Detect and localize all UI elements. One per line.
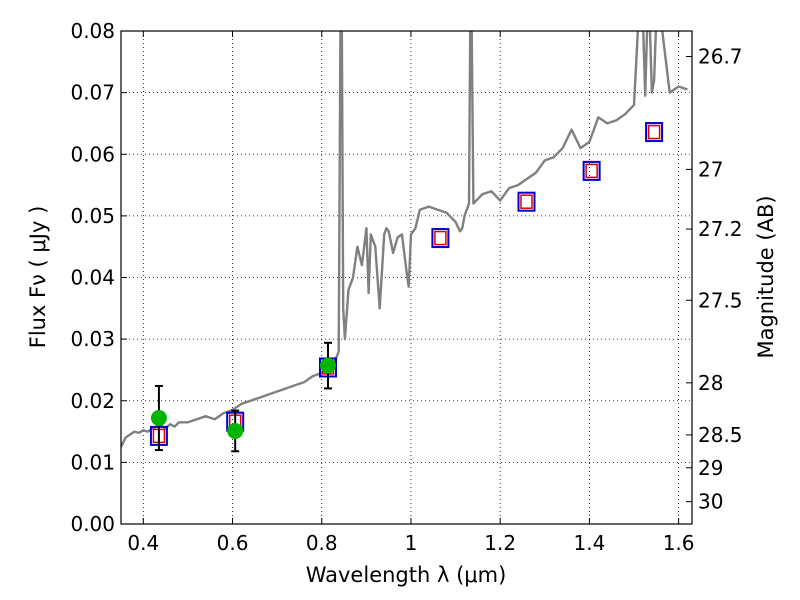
y2-tick-label: 30 bbox=[698, 490, 723, 514]
model-phot-point bbox=[517, 191, 536, 212]
y2-axis-label: Magnitude (AB) bbox=[754, 195, 778, 358]
model-phot-point bbox=[582, 160, 601, 181]
y-tick-label: 0.00 bbox=[70, 512, 115, 536]
x-tick-label: 0.8 bbox=[306, 531, 338, 555]
y-tick-label: 0.01 bbox=[70, 450, 115, 474]
y-axis-label: Flux Fν ( μJy ) bbox=[26, 206, 50, 349]
y-tick-label: 0.05 bbox=[70, 204, 115, 228]
x-axis-label: Wavelength λ (μm) bbox=[306, 563, 507, 587]
model-phot-point-inner bbox=[647, 124, 661, 140]
y-tick-label: 0.06 bbox=[70, 142, 115, 166]
y2-tick-label: 26.7 bbox=[698, 45, 743, 69]
y-tick-label: 0.02 bbox=[70, 389, 115, 413]
x-tick-label: 1.6 bbox=[663, 531, 695, 555]
y2-tick-label: 27.2 bbox=[698, 217, 743, 241]
y2-tick-label: 28 bbox=[698, 371, 723, 395]
model-spectrum bbox=[121, 31, 688, 448]
observed-point bbox=[150, 410, 167, 427]
y-tick-label: 0.03 bbox=[70, 327, 115, 351]
y-tick-label: 0.07 bbox=[70, 81, 115, 105]
model-phot-point-inner bbox=[434, 230, 447, 246]
x-tick-label: 1.4 bbox=[573, 531, 605, 555]
x-tick-label: 1.2 bbox=[484, 531, 516, 555]
y2-tick-label: 28.5 bbox=[698, 423, 743, 447]
y-tick-label: 0.04 bbox=[70, 266, 115, 290]
y2-tick-label: 29 bbox=[698, 456, 723, 480]
model-spectrum-line bbox=[121, 31, 688, 448]
observed-point bbox=[227, 422, 244, 439]
y-tick-label: 0.08 bbox=[70, 19, 115, 43]
model-phot-point bbox=[645, 122, 664, 143]
x-axis: 0.4 0.6 0.8 1 1.2 1.4 1.6 bbox=[127, 31, 695, 555]
x-tick-label: 1 bbox=[405, 531, 418, 555]
model-phot-point bbox=[431, 228, 450, 249]
y2-tick-label: 27.5 bbox=[698, 288, 743, 312]
y2-axis: 26.7 27 27.2 27.5 28 28.5 29 30 bbox=[686, 45, 743, 514]
x-tick-label: 0.4 bbox=[127, 531, 159, 555]
model-phot-point-inner bbox=[585, 163, 598, 179]
y2-tick-label: 27 bbox=[698, 157, 723, 181]
x-tick-label: 0.6 bbox=[217, 531, 249, 555]
y-axis: 0.00 0.01 0.02 0.03 0.04 0.05 0.06 0.07 0.08 bbox=[70, 19, 127, 536]
observed-photometry bbox=[150, 341, 336, 453]
observed-point bbox=[319, 357, 336, 374]
model-phot-point-inner bbox=[520, 194, 533, 209]
